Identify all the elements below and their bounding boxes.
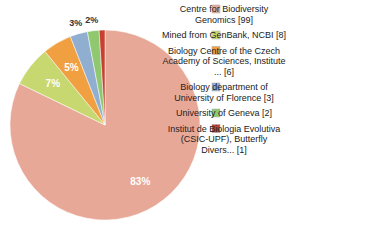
- svg-text:3%: 3%: [69, 18, 82, 28]
- svg-text:5%: 5%: [64, 62, 79, 73]
- svg-text:Institut de Biologia Evolutiva: Institut de Biologia Evolutiva(CSIC-UPF)…: [168, 124, 281, 155]
- svg-text:Centre for BiodiversityGenomic: Centre for BiodiversityGenomics [99]: [180, 4, 269, 25]
- svg-text:Biology Centre of the CzechAca: Biology Centre of the CzechAcademy of Sc…: [162, 46, 285, 77]
- svg-text:7%: 7%: [46, 78, 61, 89]
- svg-text:Biology department ofUniversit: Biology department ofUniversity of Flore…: [174, 82, 274, 103]
- svg-text:University of Geneva [2]: University of Geneva [2]: [176, 108, 272, 118]
- svg-text:2%: 2%: [85, 15, 98, 25]
- svg-text:Mined from GenBank, NCBI [8]: Mined from GenBank, NCBI [8]: [162, 30, 286, 40]
- svg-text:83%: 83%: [130, 176, 150, 187]
